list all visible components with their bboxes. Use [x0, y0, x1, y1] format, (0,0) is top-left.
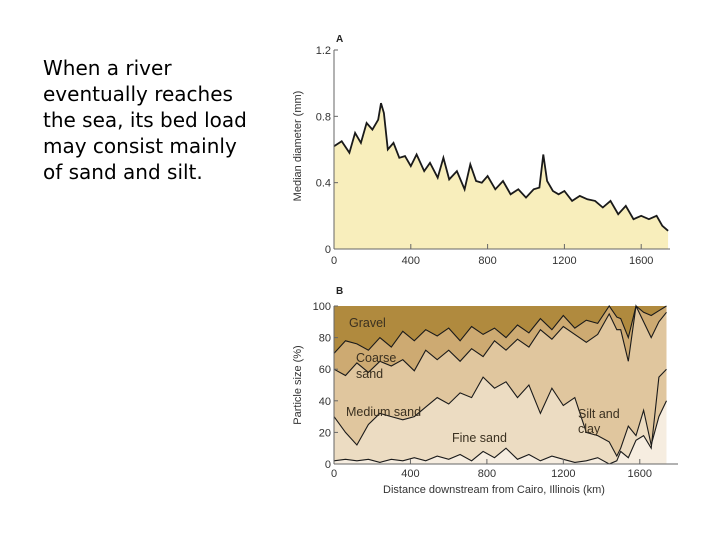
panel-b-letter: B: [336, 286, 343, 297]
panel-b-particle-size-chart: 0 20 40 60 80 100 0 400 800 1200 1600 Gravel Coars…: [292, 286, 678, 496]
panel-b-region-label: Gravel: [349, 316, 386, 330]
panel-b-region-label: Medium sand: [346, 405, 421, 419]
panel-b-y-tick-label: 80: [319, 333, 331, 345]
panel-a-y-tick-label: 1.2: [316, 45, 331, 57]
panel-b-y-tick-label: 20: [319, 427, 331, 439]
panel-b-region-label: Silt and: [578, 407, 620, 421]
panel-b-x-axis-label: Distance downstream from Cairo, Illinois…: [383, 484, 605, 496]
panel-a-y-tick-label: 0: [325, 244, 331, 256]
panel-b-region-labels: Gravel Coarse sand Medium sand Fine sand Silt…: [346, 316, 620, 445]
panel-a-x-tick-label: 400: [402, 255, 420, 267]
panel-a-median-diameter-line: [333, 102, 669, 232]
panel-a-median-diameter-area: [334, 103, 669, 249]
panel-a-x-tick-label: 800: [478, 255, 496, 267]
panel-b-y-ticks: 0 20 40 60 80 100: [313, 301, 338, 471]
panel-a-x-tick-label: 1600: [629, 255, 653, 267]
panel-b-band-silt-and-clay: [334, 369, 667, 464]
panel-b-x-tick-label: 1200: [551, 468, 575, 480]
slide-body-text: When a river eventually reaches the sea,…: [43, 56, 247, 184]
panel-b-y-tick-label: 0: [325, 459, 331, 471]
panel-b-x-tick-label: 400: [401, 468, 419, 480]
panel-b-y-axis-label: Particle size (%): [292, 345, 304, 424]
panel-a-median-diameter-chart: 0 0.4 0.8 1.2 0 400 800 1200 1600 A Median diam…: [292, 34, 670, 267]
panel-b-y-tick-label: 100: [313, 301, 331, 313]
panel-a-y-tick-label: 0.8: [316, 111, 331, 123]
panel-b-x-tick-label: 1600: [628, 468, 652, 480]
panel-b-region-label: Coarse: [356, 351, 396, 365]
panel-a-y-tick-label: 0.4: [316, 178, 331, 190]
panel-b-boundary-line: [333, 305, 667, 354]
panel-b-x-ticks: 0 400 800 1200 1600: [331, 459, 652, 480]
panel-b-y-tick-label: 40: [319, 396, 331, 408]
panel-b-region-label: sand: [356, 367, 383, 381]
panel-b-x-tick-label: 800: [478, 468, 496, 480]
panel-b-x-tick-label: 0: [331, 468, 337, 480]
panel-b-band-gravel: [334, 306, 667, 354]
panel-b-boundary-line: [333, 368, 667, 465]
panel-b-y-tick-label: 60: [319, 364, 331, 376]
panel-a-x-ticks: 0 400 800 1200 1600: [331, 244, 653, 267]
panel-a-y-axis-label: Median diameter (mm): [292, 91, 304, 202]
panel-b-band-fine-sand: [334, 369, 667, 464]
panel-b-region-label: Fine sand: [452, 431, 507, 445]
panel-a-x-tick-label: 1200: [552, 255, 576, 267]
panel-b-size-bands: [333, 304, 667, 465]
panel-b-boundary-line: [333, 304, 667, 377]
panel-b-boundary-line: [333, 376, 667, 458]
panel-b-region-label: clay: [578, 422, 601, 436]
panel-b-band-coarse-sand: [334, 306, 667, 376]
panel-b-band-medium-sand: [334, 306, 667, 457]
panel-a-letter: A: [336, 34, 343, 45]
panel-a-y-ticks: 0 0.4 0.8 1.2: [316, 45, 338, 256]
panel-a-x-tick-label: 0: [331, 255, 337, 267]
